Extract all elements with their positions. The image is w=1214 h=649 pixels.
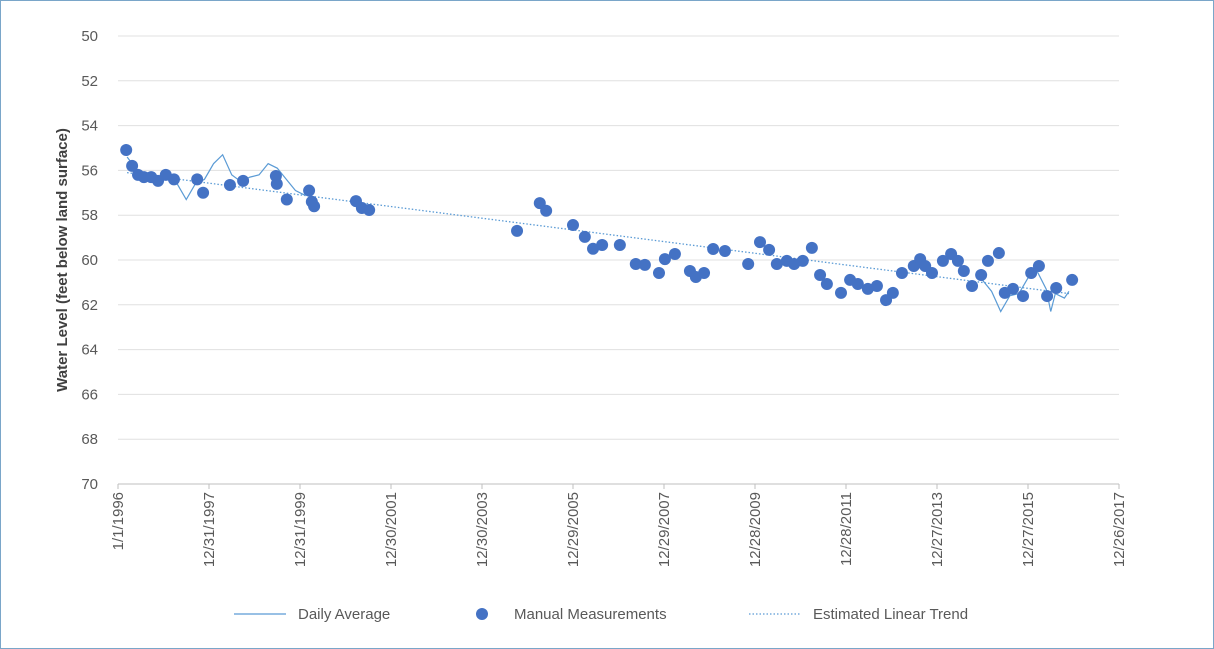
measurement-point xyxy=(936,254,949,267)
measurement-point xyxy=(613,238,626,251)
measurement-point xyxy=(191,173,204,186)
measurement-point xyxy=(861,282,874,295)
measurement-point xyxy=(895,266,908,279)
measurement-point xyxy=(763,243,776,256)
measurement-point xyxy=(707,243,720,256)
measurement-point xyxy=(303,184,316,197)
trend-line xyxy=(127,171,1070,295)
measurement-point xyxy=(925,266,938,279)
measurement-point xyxy=(966,279,979,292)
measurement-point xyxy=(698,266,711,279)
measurement-point xyxy=(770,258,783,271)
measurement-point xyxy=(363,204,376,217)
measurement-point xyxy=(1032,260,1045,273)
measurement-point xyxy=(951,254,964,267)
measurement-point xyxy=(668,247,681,260)
x-tick-label: 12/31/1999 xyxy=(292,492,309,567)
measurement-point xyxy=(120,144,133,157)
measurement-point xyxy=(1025,266,1038,279)
measurement-point xyxy=(957,264,970,277)
measurement-point xyxy=(1006,282,1019,295)
y-tick-label: 54 xyxy=(81,118,98,135)
x-tick-label: 12/27/2013 xyxy=(929,492,946,567)
x-tick-label: 12/28/2009 xyxy=(747,492,764,567)
legend-marker xyxy=(476,608,488,620)
measurement-point xyxy=(718,245,731,258)
measurement-point xyxy=(834,286,847,299)
measurement-point xyxy=(197,186,210,199)
measurement-point xyxy=(975,269,988,282)
y-tick-label: 52 xyxy=(81,73,98,90)
daily-average-line xyxy=(126,153,1070,313)
measurement-point xyxy=(870,279,883,292)
y-tick-label: 50 xyxy=(81,28,98,45)
measurement-point xyxy=(1050,282,1063,294)
x-tick-label: 12/28/2011 xyxy=(838,492,855,566)
measurement-point xyxy=(742,258,755,271)
y-tick-label: 68 xyxy=(81,431,98,448)
x-tick-label: 1/1/1996 xyxy=(110,492,127,550)
measurement-point xyxy=(596,238,609,251)
y-tick-label: 62 xyxy=(81,297,98,314)
measurement-point xyxy=(167,173,180,186)
measurement-point xyxy=(1066,273,1079,286)
measurement-point xyxy=(754,236,767,249)
measurement-point xyxy=(126,159,139,172)
measurement-point xyxy=(511,224,524,237)
x-tick-label: 12/30/2003 xyxy=(474,492,491,567)
x-tick-label: 12/27/2015 xyxy=(1020,492,1037,567)
y-tick-label: 70 xyxy=(81,476,98,493)
measurement-point xyxy=(308,200,321,213)
measurement-point xyxy=(578,230,591,243)
measurement-point xyxy=(851,277,864,290)
legend-label: Daily Average xyxy=(298,606,390,623)
measurement-point xyxy=(567,219,579,232)
measurement-point xyxy=(820,277,833,290)
measurement-point xyxy=(223,178,236,191)
x-tick-label: 12/26/2017 xyxy=(1111,492,1128,567)
measurement-point xyxy=(658,253,671,266)
legend-label: Estimated Linear Trend xyxy=(813,606,968,623)
legend-label: Manual Measurements xyxy=(514,606,667,623)
measurement-point xyxy=(629,258,642,271)
measurement-point xyxy=(805,241,818,254)
y-tick-label: 66 xyxy=(81,386,98,403)
measurement-point xyxy=(814,269,827,282)
measurement-point xyxy=(638,258,651,271)
measurement-point xyxy=(1041,290,1054,303)
measurement-point xyxy=(796,254,809,267)
measurement-point xyxy=(992,247,1005,260)
x-tick-label: 12/31/1997 xyxy=(201,492,218,567)
measurement-point xyxy=(886,286,899,299)
measurement-point xyxy=(1016,290,1029,303)
measurement-point xyxy=(237,174,250,187)
x-tick-label: 12/29/2007 xyxy=(656,492,673,567)
measurement-point xyxy=(587,242,600,255)
measurement-point xyxy=(981,254,994,267)
x-tick-label: 12/29/2005 xyxy=(565,492,582,567)
measurement-point xyxy=(540,204,553,217)
y-tick-label: 64 xyxy=(81,342,98,359)
measurement-point xyxy=(280,193,293,206)
measurement-point xyxy=(270,177,283,190)
measurement-point xyxy=(652,266,665,279)
y-tick-label: 60 xyxy=(81,252,98,269)
y-tick-label: 58 xyxy=(81,207,98,224)
x-tick-label: 12/30/2001 xyxy=(383,492,400,567)
y-tick-label: 56 xyxy=(81,162,98,179)
y-axis-title: Water Level (feet below land surface) xyxy=(54,128,71,392)
